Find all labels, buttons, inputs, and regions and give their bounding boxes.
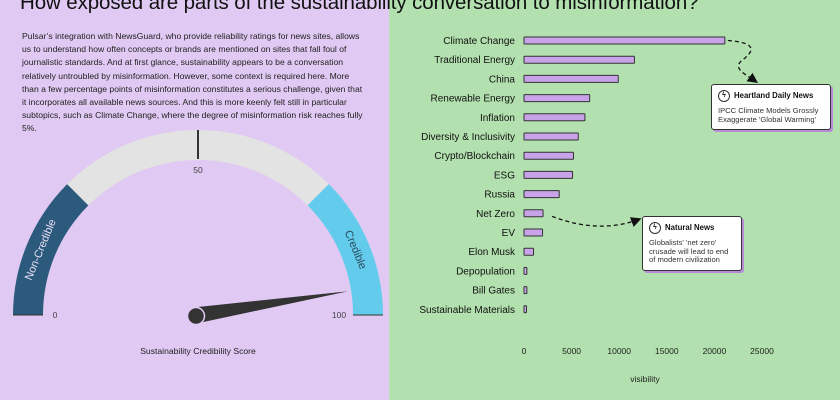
bar (523, 190, 560, 199)
bar-label: Traditional Energy (434, 55, 515, 66)
bar (523, 36, 726, 45)
bar-label: Russia (484, 190, 515, 201)
x-tick-label: 0 (522, 346, 527, 356)
gauge-needle (196, 291, 349, 323)
bar (523, 228, 544, 237)
bar (523, 266, 528, 275)
bar (523, 305, 527, 314)
gauge-caption: Sustainability Credibility Score (140, 346, 256, 356)
bar-label: Inflation (480, 113, 515, 124)
x-tick-label: 25000 (750, 346, 774, 356)
lightning-icon: ϟ (649, 222, 661, 234)
callout-heartland: ϟ Heartland Daily News IPCC Climate Model… (711, 84, 831, 131)
bar-label: ESG (494, 170, 515, 181)
page-title: How exposed are parts of the sustainabil… (20, 0, 699, 14)
bar-label: Renewable Energy (431, 94, 516, 105)
bar (523, 247, 535, 256)
bar (523, 55, 635, 64)
bar (523, 74, 619, 83)
gauge-band-non-credible (13, 184, 89, 315)
bar-label: Crypto/Blockchain (434, 151, 515, 162)
x-tick-label: 5000 (562, 346, 581, 356)
lightning-icon: ϟ (718, 90, 730, 102)
visibility-bar-chart: Climate Change Traditional Energy China Ren… (419, 36, 774, 384)
bar-label: Bill Gates (472, 286, 515, 297)
bar (523, 286, 528, 295)
gauge-min-label: 0 (53, 310, 58, 320)
gauge-needle-hub (186, 306, 206, 326)
x-tick-label: 20000 (703, 346, 727, 356)
gauge-max-label: 100 (332, 310, 346, 320)
bar-label: Depopulation (456, 266, 515, 277)
callout-source: Heartland Daily News (734, 90, 814, 100)
bar (523, 132, 579, 141)
bar (523, 209, 544, 218)
intro-paragraph: Pulsar’s integration with NewsGuard, who… (22, 31, 363, 134)
bar-label: Sustainable Materials (419, 305, 515, 316)
bar-label: Diversity & Inclusivity (421, 132, 515, 143)
callout-text: Globalists' 'net zero' crusade will lead… (649, 238, 729, 265)
x-tick-label: 15000 (655, 346, 679, 356)
gauge-mid-label: 50 (193, 165, 203, 175)
bar-label: Climate Change (443, 36, 515, 47)
connector-climate-change (727, 39, 759, 83)
bar-label: Elon Musk (468, 247, 516, 258)
gauge-band-credible (307, 184, 383, 315)
gauge-band-neutral (67, 130, 329, 206)
right-panel (389, 0, 840, 400)
bar-label: China (489, 74, 516, 85)
x-tick-label: 10000 (607, 346, 631, 356)
callout-text: IPCC Climate Models Grossly Exaggerate '… (718, 106, 819, 124)
bar (523, 94, 591, 103)
bar (523, 170, 574, 179)
bar-label: EV (502, 228, 516, 239)
connector-net-zero (551, 215, 642, 227)
bar (523, 151, 575, 160)
bar-label: Net Zero (476, 209, 515, 220)
x-axis-label: visibility (630, 374, 660, 384)
callout-source: Natural News (665, 222, 715, 232)
callout-natural-news: ϟ Natural News Globalists' 'net zero' cru… (642, 216, 742, 271)
bar (523, 113, 586, 122)
